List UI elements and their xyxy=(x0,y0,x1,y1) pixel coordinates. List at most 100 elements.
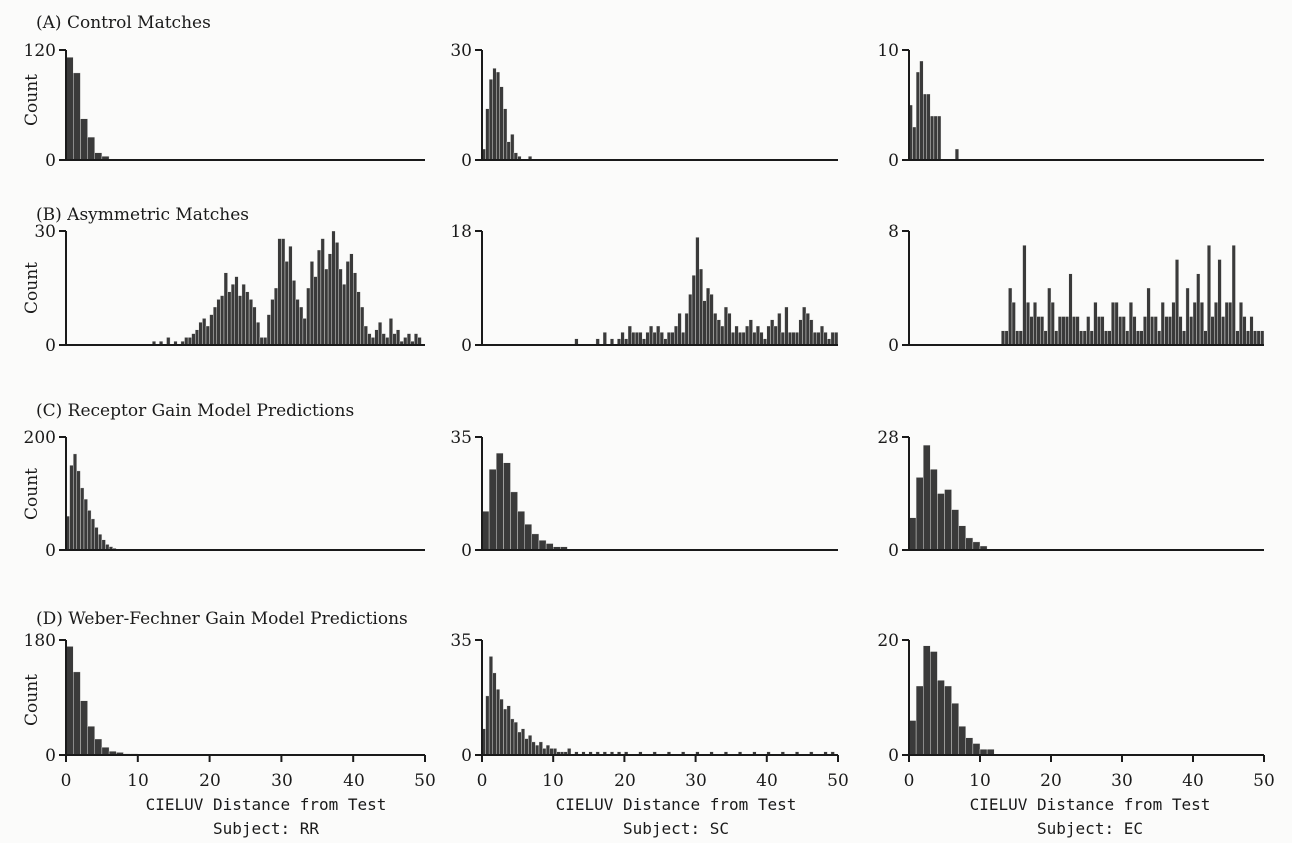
row-title-c: (C) Receptor Gain Model Predictions xyxy=(36,401,354,421)
histogram-bar xyxy=(795,332,800,346)
histogram-bar xyxy=(1210,316,1215,346)
histogram-bar xyxy=(320,238,325,346)
histogram-bar xyxy=(930,469,938,551)
histogram-bar xyxy=(716,319,721,346)
histogram-bar xyxy=(1025,302,1030,346)
histogram-bar xyxy=(101,747,110,756)
histogram-bar xyxy=(72,453,77,551)
histogram-bar xyxy=(937,115,942,161)
y-axis-label-c: Count xyxy=(22,468,42,520)
histogram-bar xyxy=(356,291,361,346)
histogram-bar xyxy=(784,306,789,346)
x-tick-label: 30 xyxy=(685,771,707,791)
histogram-bar xyxy=(528,735,533,756)
histogram-bar xyxy=(1139,330,1144,346)
histogram-bar xyxy=(1043,330,1048,346)
x-axis-label-ec: CIELUV Distance from Test xyxy=(970,795,1211,814)
histogram-bar xyxy=(791,332,796,346)
histogram-bar xyxy=(98,534,103,551)
histogram-bar xyxy=(915,477,924,551)
histogram-bar xyxy=(370,337,375,346)
panel-a-sc: 30 0 xyxy=(450,41,838,171)
histogram-bar xyxy=(209,314,214,346)
histogram-bar xyxy=(1082,330,1087,346)
histogram-bar xyxy=(80,118,88,161)
histogram-bar xyxy=(485,695,490,756)
histogram-bar xyxy=(1029,316,1034,346)
histogram-bar xyxy=(510,718,515,756)
histogram-bar xyxy=(492,672,497,756)
y-tick-label-zero: 0 xyxy=(461,336,472,356)
x-tick-label: 40 xyxy=(756,771,778,791)
histogram-bar xyxy=(295,299,300,346)
histogram-bar xyxy=(930,651,938,756)
axis-lines xyxy=(65,50,425,161)
histogram-bar xyxy=(248,299,253,346)
histogram-bar xyxy=(684,313,689,346)
histogram-bar xyxy=(912,126,917,161)
histogram-bar xyxy=(1054,330,1059,346)
histogram-bar xyxy=(202,318,207,346)
histogram-bar xyxy=(1015,330,1020,346)
histogram-bar xyxy=(94,527,99,551)
histogram-bar xyxy=(1018,330,1023,346)
histogram-bar xyxy=(513,152,518,161)
histogram-bar xyxy=(277,238,282,346)
y-tick-label-zero: 0 xyxy=(888,541,899,561)
histogram-bar xyxy=(954,148,959,161)
histogram-bar xyxy=(1004,330,1009,346)
histogram-bar xyxy=(299,306,304,346)
histogram-bar xyxy=(1033,302,1038,346)
panel-b-sc: 18 0 xyxy=(450,222,839,356)
histogram-bar xyxy=(706,287,711,346)
histogram-bar xyxy=(1132,316,1137,346)
histogram-bar xyxy=(1235,330,1240,346)
histogram-bar xyxy=(503,108,508,161)
histogram-bar xyxy=(1192,302,1197,346)
histogram-bar xyxy=(1111,302,1116,346)
histogram-bar xyxy=(492,68,497,161)
histogram-bar xyxy=(194,329,199,346)
histogram-bar xyxy=(972,541,981,551)
histogram-bar xyxy=(1160,302,1165,346)
histogram-bar xyxy=(187,337,192,346)
histogram-bar xyxy=(602,332,607,346)
histogram-bar xyxy=(1057,316,1062,346)
histogram-bar xyxy=(496,71,501,161)
histogram-bar xyxy=(937,493,945,551)
histogram-bar xyxy=(933,115,938,161)
histogram-bar xyxy=(908,517,917,551)
histogram-bar xyxy=(1079,330,1084,346)
histogram-bar xyxy=(915,71,920,161)
histogram-bar xyxy=(1203,330,1208,346)
histogram-bar xyxy=(1217,259,1222,346)
histogram-bar xyxy=(227,291,232,346)
histogram-bar xyxy=(313,276,318,346)
histogram-bar xyxy=(1008,287,1013,346)
histogram-bar xyxy=(816,332,821,346)
histogram-bar xyxy=(87,726,95,756)
histogram-bar xyxy=(521,728,526,756)
histogram-bar xyxy=(734,325,739,346)
histogram-bar xyxy=(345,261,350,346)
histogram-bar xyxy=(620,332,625,346)
histogram-bar xyxy=(538,540,547,551)
histogram-bar xyxy=(1135,330,1140,346)
histogram-bar xyxy=(1022,245,1027,346)
histogram-bar xyxy=(691,275,696,346)
histogram-bar xyxy=(83,498,88,551)
x-ticks-col-ec: 0 10 20 30 40 50 xyxy=(904,771,1275,791)
histogram-bar xyxy=(531,741,536,756)
row-title-a: (A) Control Matches xyxy=(36,13,211,33)
axis-lines xyxy=(481,437,838,551)
histogram-bar xyxy=(223,272,228,346)
histogram-bar xyxy=(363,325,368,346)
histogram-bar xyxy=(245,291,250,346)
histogram-bar xyxy=(1189,316,1194,346)
histogram-bar xyxy=(510,491,518,551)
histogram-bar xyxy=(385,337,390,346)
subject-label-sc: Subject: SC xyxy=(623,819,729,838)
histogram-bar xyxy=(388,318,393,346)
y-axis-label-d: Count xyxy=(22,674,42,726)
